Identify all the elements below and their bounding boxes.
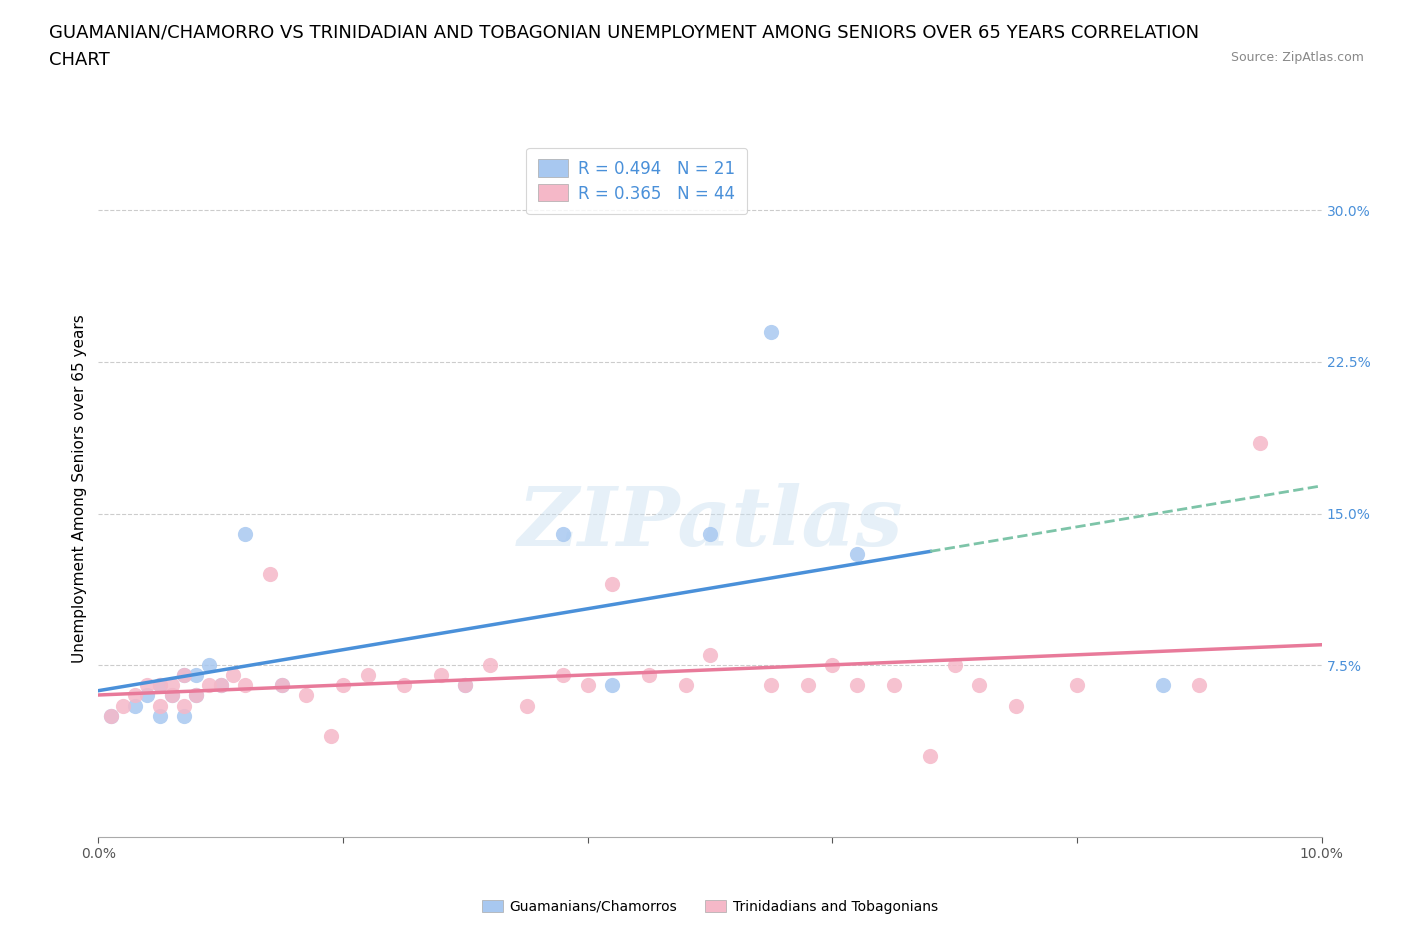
Point [356, 668, 378, 683]
Point [222, 668, 245, 683]
Point [576, 678, 599, 693]
Point [454, 678, 477, 693]
Point [233, 678, 256, 693]
Point [295, 688, 318, 703]
Point [149, 678, 172, 693]
Point [136, 688, 159, 703]
Point [821, 658, 844, 672]
Point [209, 678, 232, 693]
Point [173, 668, 195, 683]
Point [675, 678, 697, 693]
Point [197, 658, 219, 672]
Point [600, 678, 623, 693]
Point [454, 678, 477, 693]
Point [149, 698, 172, 713]
Y-axis label: Unemployment Among Seniors over 65 years: Unemployment Among Seniors over 65 years [72, 314, 87, 662]
Point [1152, 678, 1174, 693]
Legend: Guamanians/Chamorros, Trinidadians and Tobagonians: Guamanians/Chamorros, Trinidadians and T… [475, 893, 945, 921]
Point [797, 678, 820, 693]
Point [1004, 698, 1026, 713]
Text: Source: ZipAtlas.com: Source: ZipAtlas.com [1230, 51, 1364, 64]
Point [186, 688, 208, 703]
Point [553, 668, 575, 683]
Point [160, 688, 183, 703]
Point [173, 709, 195, 724]
Point [1188, 678, 1211, 693]
Point [845, 547, 868, 562]
Point [186, 688, 208, 703]
Point [100, 709, 122, 724]
Point [124, 688, 146, 703]
Point [699, 526, 721, 541]
Point [392, 678, 416, 693]
Text: GUAMANIAN/CHAMORRO VS TRINIDADIAN AND TOBAGONIAN UNEMPLOYMENT AMONG SENIORS OVER: GUAMANIAN/CHAMORRO VS TRINIDADIAN AND TO… [49, 23, 1199, 41]
Point [1066, 678, 1088, 693]
Point [100, 709, 122, 724]
Point [478, 658, 501, 672]
Point [160, 688, 183, 703]
Point [943, 658, 966, 672]
Text: ZIPatlas: ZIPatlas [517, 483, 903, 564]
Point [160, 678, 183, 693]
Point [259, 566, 281, 581]
Point [197, 678, 219, 693]
Point [270, 678, 292, 693]
Point [124, 698, 146, 713]
Point [173, 698, 195, 713]
Point [845, 678, 868, 693]
Point [759, 678, 782, 693]
Point [883, 678, 905, 693]
Point [149, 709, 172, 724]
Point [553, 526, 575, 541]
Text: CHART: CHART [49, 51, 110, 69]
Point [637, 668, 661, 683]
Point [233, 526, 256, 541]
Point [319, 728, 342, 743]
Point [149, 678, 172, 693]
Point [600, 577, 623, 591]
Point [186, 668, 208, 683]
Point [1249, 435, 1271, 450]
Point [920, 749, 942, 764]
Point [759, 325, 782, 339]
Point [173, 668, 195, 683]
Point [111, 698, 134, 713]
Point [967, 678, 990, 693]
Point [332, 678, 354, 693]
Point [699, 647, 721, 662]
Point [270, 678, 292, 693]
Point [516, 698, 538, 713]
Point [136, 678, 159, 693]
Point [430, 668, 453, 683]
Point [209, 678, 232, 693]
